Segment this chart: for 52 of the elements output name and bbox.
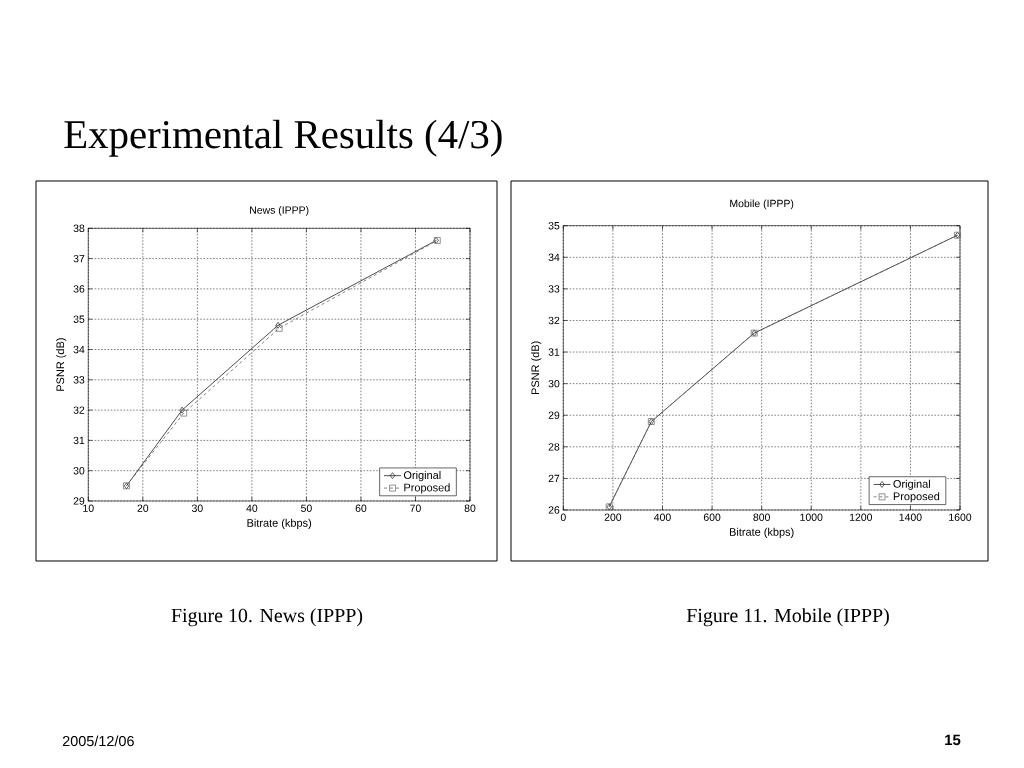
- y-tick-label: 29: [548, 411, 560, 419]
- x-tick-label: 1200: [850, 513, 873, 521]
- y-tick-label: 37: [73, 254, 85, 263]
- y-axis-title: PSNR (dB): [56, 338, 67, 391]
- text: 15: [945, 734, 961, 746]
- x-tick-label: 1000: [800, 513, 823, 521]
- y-tick-label: 35: [73, 315, 85, 323]
- x-tick-label: 70: [410, 504, 421, 512]
- legend-label: Proposed: [404, 483, 450, 494]
- x-tick-label: 20: [137, 504, 149, 512]
- y-tick-label: 31: [548, 348, 560, 356]
- x-tick-label: 400: [653, 513, 671, 521]
- x-tick-label: 1600: [949, 513, 972, 521]
- y-tick-label: 31: [73, 436, 85, 445]
- y-tick-label: 28: [548, 443, 560, 451]
- x-tick-label: 800: [753, 513, 770, 521]
- legend-label: Proposed: [893, 492, 940, 503]
- x-axis-title: Bitrate (kbps): [729, 527, 794, 538]
- y-tick-label: 38: [73, 224, 85, 233]
- x-tick-label: 50: [301, 504, 312, 512]
- x-tick-label: 200: [604, 513, 622, 521]
- text: 2005/12/06: [62, 735, 134, 747]
- y-tick-label: 32: [73, 406, 85, 414]
- y-tick-label: 34: [73, 345, 85, 354]
- x-tick-label: 80: [464, 504, 476, 512]
- y-tick-label: 30: [548, 379, 560, 388]
- chart-title: News (IPPP): [250, 206, 309, 216]
- x-tick-label: 1400: [899, 513, 922, 521]
- x-tick-label: 60: [355, 504, 367, 512]
- y-tick-label: 27: [548, 474, 560, 483]
- y-tick-label: 32: [548, 316, 560, 325]
- legend-label: Original: [893, 479, 930, 490]
- caption: Figure 10. News (IPPP): [171, 608, 363, 627]
- y-axis-title: PSNR (dB): [531, 341, 542, 395]
- y-tick-label: 30: [73, 467, 85, 475]
- y-tick-label: 33: [73, 376, 85, 384]
- y-tick-label: 36: [73, 285, 85, 293]
- legend-label: Original: [403, 470, 441, 482]
- y-tick-label: 35: [548, 222, 560, 230]
- y-tick-label: 34: [548, 253, 560, 261]
- y-tick-label: 26: [548, 506, 560, 514]
- y-tick-label: 33: [548, 285, 560, 293]
- x-tick-label: 600: [703, 513, 721, 521]
- x-tick-label: 0: [560, 513, 566, 521]
- y-tick-label: 29: [73, 497, 85, 505]
- x-tick-label: 30: [191, 504, 203, 512]
- x-tick-label: 10: [83, 504, 94, 512]
- text: Experimental Results (4/3): [64, 119, 502, 157]
- chart-title: Mobile (IPPP): [730, 199, 794, 210]
- x-axis-title: Bitrate (kbps): [247, 518, 312, 529]
- x-tick-label: 40: [246, 504, 258, 512]
- caption: Figure 11. Mobile (IPPP): [686, 608, 889, 627]
